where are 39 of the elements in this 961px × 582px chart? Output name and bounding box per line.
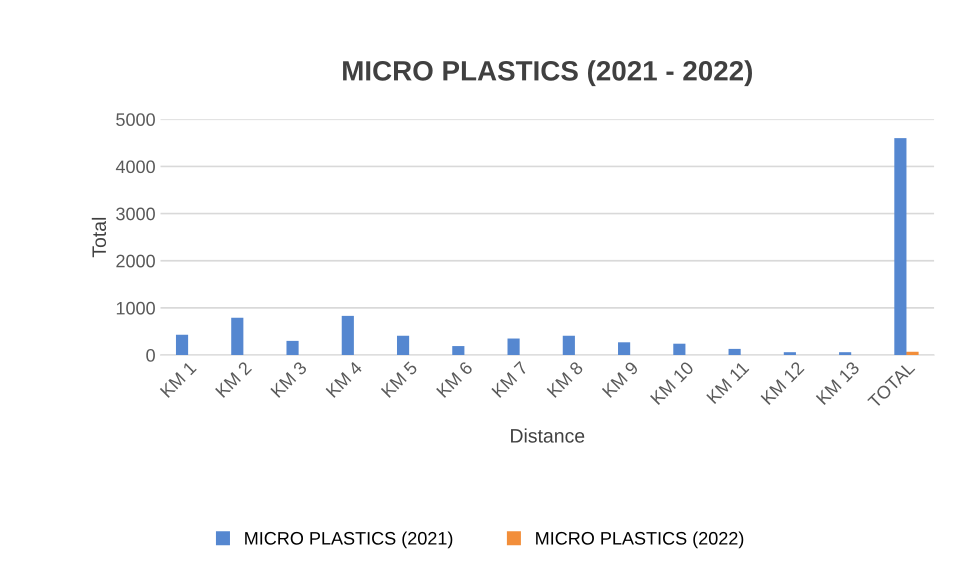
y-axis-title: Total: [92, 218, 106, 258]
y-tick-label: 0: [146, 348, 155, 362]
x-axis-title: Distance: [511, 428, 584, 443]
x-tick-label: KM 10: [650, 360, 694, 406]
y-tick-label: 5000: [116, 113, 155, 126]
bar: [728, 348, 741, 356]
x-tick-label: KM 7: [491, 360, 528, 398]
chart-title: MICRO PLASTICS (2021 - 2022): [343, 60, 752, 86]
bar: [784, 352, 796, 356]
x-tick-label: KM 5: [380, 360, 418, 398]
x-tick-label: KM 13: [816, 360, 860, 406]
y-tick-label: 2000: [116, 254, 155, 268]
bar: [894, 138, 906, 356]
bar: [176, 334, 188, 356]
y-tick-label: 4000: [116, 160, 155, 174]
bar: [562, 336, 575, 356]
bar: [673, 344, 686, 356]
x-tick-label: KM 9: [602, 360, 639, 398]
bar: [342, 316, 354, 356]
x-tick-label: KM 12: [760, 360, 805, 405]
x-tick-label: KM 11: [706, 360, 750, 404]
x-tick-label: KM 3: [270, 360, 308, 398]
x-tick-label: KM 2: [214, 360, 252, 398]
y-tick-label: 1000: [116, 302, 155, 315]
x-tick-label: KM 6: [436, 360, 474, 398]
legend-label: MICRO PLASTICS (2021): [245, 531, 452, 548]
y-tick-label: 3000: [116, 208, 155, 220]
bar: [231, 318, 244, 356]
bar: [452, 346, 464, 356]
bar: [839, 352, 852, 356]
x-tick-label: KM 4: [326, 360, 363, 398]
x-tick-label: KM 1: [160, 360, 197, 398]
x-tick-label: KM 8: [546, 360, 584, 398]
bar: [906, 352, 919, 356]
bar: [618, 342, 630, 356]
bar: [286, 340, 299, 356]
bar: [508, 338, 520, 356]
bar: [396, 336, 410, 356]
legend-label: MICRO PLASTICS (2022): [536, 531, 744, 548]
